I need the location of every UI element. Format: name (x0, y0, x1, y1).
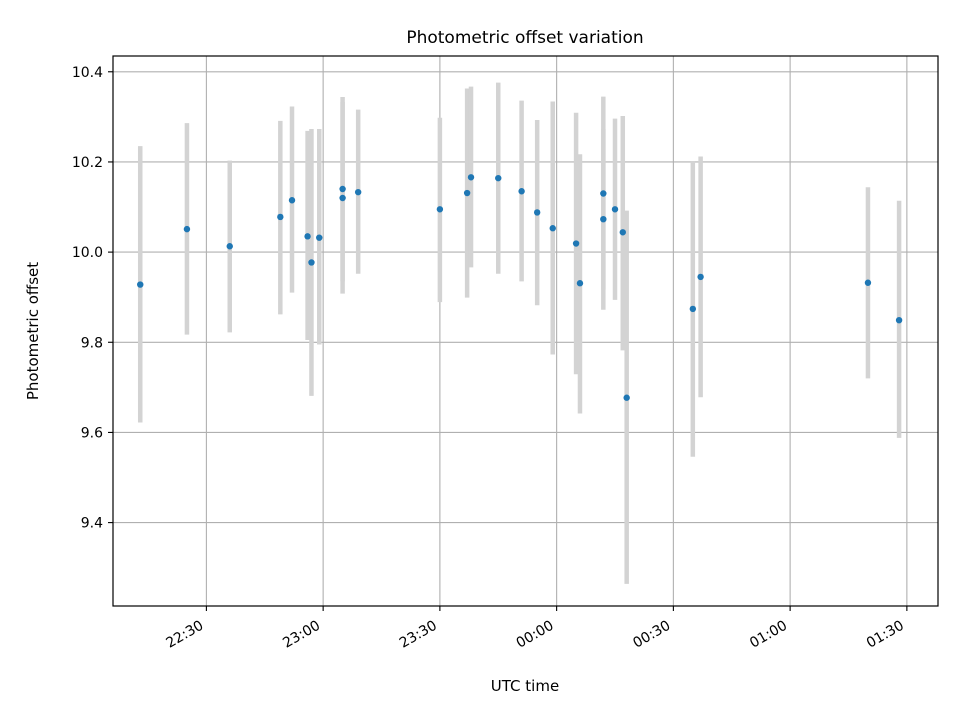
y-tick-label: 9.8 (81, 335, 103, 351)
y-tick-label: 9.6 (81, 425, 103, 441)
data-point (467, 174, 475, 181)
data-point (339, 194, 346, 202)
data-point (623, 394, 630, 401)
y-tick-label: 10.4 (72, 65, 103, 81)
chart-title: Photometric offset variation (406, 28, 643, 48)
data-point (572, 240, 580, 247)
data-point (549, 225, 556, 232)
data-point (611, 206, 619, 213)
data-point (354, 188, 362, 196)
data-point (697, 273, 704, 281)
data-point (463, 189, 471, 197)
x-axis-label: UTC time (491, 677, 559, 695)
data-point (518, 188, 525, 195)
data-point (288, 197, 296, 204)
data-point (226, 243, 233, 250)
y-axis-ticks: 9.4 9.6 9.8 10.0 10.2 10.4 (72, 65, 113, 532)
data-point (183, 225, 191, 233)
data-point (339, 185, 346, 193)
data-point (277, 213, 284, 221)
data-point (137, 281, 144, 288)
data-point (316, 234, 323, 241)
data-points (137, 174, 903, 401)
data-point (600, 215, 607, 223)
data-point (576, 280, 584, 287)
y-tick-label: 10.0 (72, 245, 103, 261)
data-point (895, 316, 903, 324)
data-point (619, 229, 626, 236)
grid (113, 56, 938, 606)
data-point (308, 259, 315, 266)
data-point (304, 233, 311, 240)
y-axis-label: Photometric offset (24, 262, 42, 400)
data-point (689, 305, 697, 313)
y-tick-label: 9.4 (81, 516, 103, 532)
data-point (600, 190, 607, 197)
data-point (864, 279, 872, 286)
y-tick-label: 10.2 (72, 155, 103, 171)
data-point (436, 206, 444, 213)
data-point (495, 174, 502, 182)
data-point (533, 209, 541, 216)
plot-frame (112, 55, 939, 607)
